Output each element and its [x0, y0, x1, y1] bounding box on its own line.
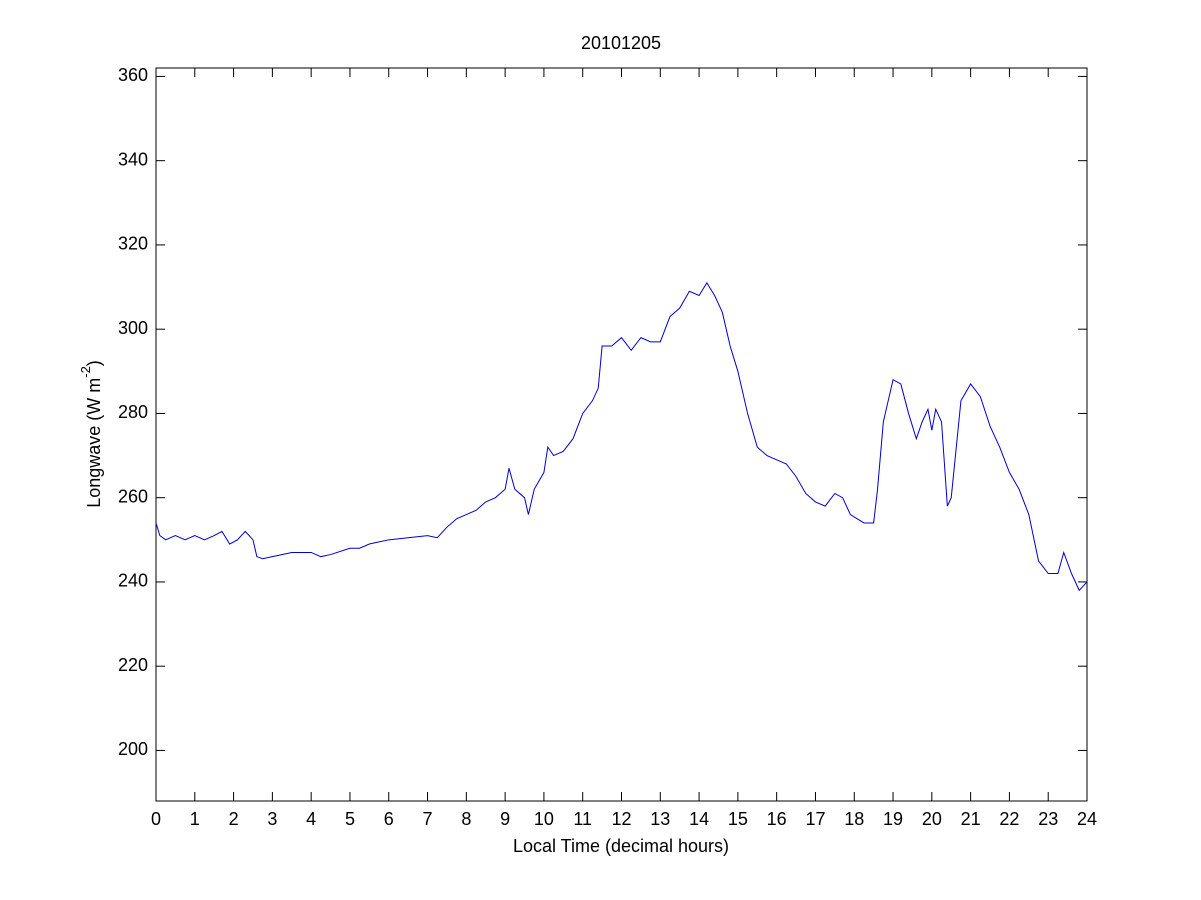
- x-tick-label: 8: [461, 809, 471, 829]
- x-tick-label: 21: [961, 809, 981, 829]
- x-tick-label: 6: [384, 809, 394, 829]
- y-tick-label: 340: [118, 149, 148, 169]
- x-tick-label: 4: [306, 809, 316, 829]
- y-tick-label: 280: [118, 402, 148, 422]
- x-tick-label: 10: [534, 809, 554, 829]
- x-axis-label: Local Time (decimal hours): [513, 836, 729, 856]
- x-tick-label: 20: [922, 809, 942, 829]
- x-tick-label: 13: [650, 809, 670, 829]
- x-tick-label: 24: [1077, 809, 1097, 829]
- x-tick-label: 23: [1038, 809, 1058, 829]
- x-tick-label: 11: [573, 809, 592, 829]
- x-tick-label: 17: [805, 809, 825, 829]
- x-tick-label: 9: [500, 809, 510, 829]
- y-tick-label: 320: [118, 234, 148, 254]
- x-tick-label: 1: [190, 809, 200, 829]
- y-tick-label: 220: [118, 655, 148, 675]
- x-tick-label: 12: [611, 809, 631, 829]
- x-tick-label: 3: [267, 809, 277, 829]
- x-tick-label: 18: [844, 809, 864, 829]
- y-axis-label-end: ): [84, 360, 104, 366]
- x-tick-label: 14: [689, 809, 709, 829]
- y-axis-label-text: Longwave (W m: [84, 378, 104, 508]
- x-tick-label: 5: [345, 809, 355, 829]
- x-tick-label: 15: [728, 809, 748, 829]
- x-tick-label: 2: [229, 809, 239, 829]
- x-tick-label: 16: [767, 809, 787, 829]
- chart-title: 20101205: [581, 33, 661, 53]
- y-tick-label: 300: [118, 318, 148, 338]
- y-tick-label: 200: [118, 739, 148, 759]
- x-tick-label: 0: [151, 809, 161, 829]
- x-tick-label: 22: [999, 809, 1019, 829]
- y-axis-label: Longwave (W m-2): [78, 360, 103, 508]
- y-tick-label: 360: [118, 65, 148, 85]
- y-tick-label: 240: [118, 571, 148, 591]
- y-axis-label-sup: -2: [78, 366, 93, 378]
- data-line: [155, 281, 1088, 592]
- x-tick-label: 19: [883, 809, 903, 829]
- x-tick-label: 7: [423, 809, 433, 829]
- y-tick-label: 260: [118, 486, 148, 506]
